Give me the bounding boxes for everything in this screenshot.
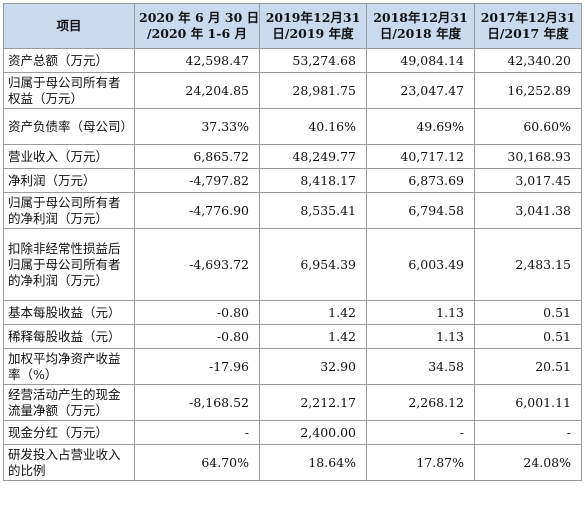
row-label: 加权平均净资产收益率（%） xyxy=(3,348,135,385)
cell-value: - xyxy=(134,420,260,445)
cell-value: 49,084.14 xyxy=(366,48,475,73)
cell-value: 2,400.00 xyxy=(259,420,367,445)
table-row: 加权平均净资产收益率（%） -17.96 32.90 34.58 20.51 xyxy=(3,348,582,385)
cell-value: 37.33% xyxy=(134,108,260,145)
row-label: 扣除非经常性损益后归属于母公司所有者的净利润（万元） xyxy=(3,228,135,301)
cell-value: 24.08% xyxy=(474,444,582,481)
cell-value: 17.87% xyxy=(366,444,475,481)
financial-data-table: 项目 2020 年 6 月 30 日 /2020 年 1-6 月 2019年12… xyxy=(3,3,582,481)
cell-value: 2,212.17 xyxy=(259,384,367,421)
cell-value: 3,041.38 xyxy=(474,192,582,229)
header-period-2020h1: 2020 年 6 月 30 日 /2020 年 1-6 月 xyxy=(134,3,260,49)
cell-value: -0.80 xyxy=(134,324,260,349)
header-line: 日/2019 年度 xyxy=(272,26,354,41)
cell-value: 8,418.17 xyxy=(259,168,367,193)
cell-value: 1.42 xyxy=(259,324,367,349)
cell-value: - xyxy=(366,420,475,445)
table-row: 基本每股收益（元） -0.80 1.42 1.13 0.51 xyxy=(3,300,582,325)
row-label: 稀释每股收益（元） xyxy=(3,324,135,349)
row-label: 经营活动产生的现金流量净额（万元） xyxy=(3,384,135,421)
row-label: 研发投入占营业收入的比例 xyxy=(3,444,135,481)
cell-value: 20.51 xyxy=(474,348,582,385)
cell-value: 40.16% xyxy=(259,108,367,145)
row-label: 归属于母公司所有者权益（万元） xyxy=(3,72,135,109)
header-row: 项目 2020 年 6 月 30 日 /2020 年 1-6 月 2019年12… xyxy=(3,3,582,49)
row-label: 现金分红（万元） xyxy=(3,420,135,445)
cell-value: 42,340.20 xyxy=(474,48,582,73)
cell-value: 2,483.15 xyxy=(474,228,582,301)
cell-value: 3,017.45 xyxy=(474,168,582,193)
cell-value: -17.96 xyxy=(134,348,260,385)
table-row: 现金分红（万元） - 2,400.00 - - xyxy=(3,420,582,445)
row-label: 净利润（万元） xyxy=(3,168,135,193)
header-line: 2019年12月31 xyxy=(265,10,361,25)
cell-value: 6,001.11 xyxy=(474,384,582,421)
cell-value: 28,981.75 xyxy=(259,72,367,109)
cell-value: 23,047.47 xyxy=(366,72,475,109)
cell-value: 48,249.77 xyxy=(259,144,367,169)
table-row: 营业收入（万元） 6,865.72 48,249.77 40,717.12 30… xyxy=(3,144,582,169)
cell-value: 1.13 xyxy=(366,300,475,325)
cell-value: 18.64% xyxy=(259,444,367,481)
table-row: 资产负债率（母公司） 37.33% 40.16% 49.69% 60.60% xyxy=(3,108,582,145)
cell-value: 0.51 xyxy=(474,300,582,325)
cell-value: 24,204.85 xyxy=(134,72,260,109)
cell-value: 6,873.69 xyxy=(366,168,475,193)
table-row: 扣除非经常性损益后归属于母公司所有者的净利润（万元） -4,693.72 6,9… xyxy=(3,228,582,301)
header-line: /2020 年 1-6 月 xyxy=(147,26,247,41)
table-row: 净利润（万元） -4,797.82 8,418.17 6,873.69 3,01… xyxy=(3,168,582,193)
cell-value: 32.90 xyxy=(259,348,367,385)
table-row: 经营活动产生的现金流量净额（万元） -8,168.52 2,212.17 2,2… xyxy=(3,384,582,421)
table-row: 资产总额（万元） 42,598.47 53,274.68 49,084.14 4… xyxy=(3,48,582,73)
header-line: 2018年12月31 xyxy=(373,10,468,25)
cell-value: -4,797.82 xyxy=(134,168,260,193)
cell-value: -4,776.90 xyxy=(134,192,260,229)
cell-value: 1.13 xyxy=(366,324,475,349)
cell-value: 2,268.12 xyxy=(366,384,475,421)
cell-value: 34.58 xyxy=(366,348,475,385)
cell-value: 16,252.89 xyxy=(474,72,582,109)
cell-value: 40,717.12 xyxy=(366,144,475,169)
cell-value: 60.60% xyxy=(474,108,582,145)
cell-value: 53,274.68 xyxy=(259,48,367,73)
cell-value: -8,168.52 xyxy=(134,384,260,421)
cell-value: 42,598.47 xyxy=(134,48,260,73)
cell-value: -4,693.72 xyxy=(134,228,260,301)
cell-value: 6,954.39 xyxy=(259,228,367,301)
cell-value: -0.80 xyxy=(134,300,260,325)
cell-value: 64.70% xyxy=(134,444,260,481)
cell-value: 6,865.72 xyxy=(134,144,260,169)
cell-value: 0.51 xyxy=(474,324,582,349)
header-line: 日/2018 年度 xyxy=(379,26,462,41)
cell-value: 1.42 xyxy=(259,300,367,325)
table-row: 研发投入占营业收入的比例 64.70% 18.64% 17.87% 24.08% xyxy=(3,444,582,481)
cell-value: 30,168.93 xyxy=(474,144,582,169)
cell-value: 6,003.49 xyxy=(366,228,475,301)
cell-value: 6,794.58 xyxy=(366,192,475,229)
header-line: 日/2017 年度 xyxy=(487,26,569,41)
header-line: 2020 年 6 月 30 日 xyxy=(139,10,260,25)
table-row: 稀释每股收益（元） -0.80 1.42 1.13 0.51 xyxy=(3,324,582,349)
row-label: 资产总额（万元） xyxy=(3,48,135,73)
header-period-2017: 2017年12月31 日/2017 年度 xyxy=(474,3,582,49)
header-item: 项目 xyxy=(3,3,135,49)
header-period-2018: 2018年12月31 日/2018 年度 xyxy=(366,3,475,49)
header-line: 2017年12月31 xyxy=(480,10,576,25)
row-label: 资产负债率（母公司） xyxy=(3,108,135,145)
header-period-2019: 2019年12月31 日/2019 年度 xyxy=(259,3,367,49)
cell-value: 49.69% xyxy=(366,108,475,145)
row-label: 基本每股收益（元） xyxy=(3,300,135,325)
table-row: 归属于母公司所有者权益（万元） 24,204.85 28,981.75 23,0… xyxy=(3,72,582,109)
row-label: 归属于母公司所有者的净利润（万元） xyxy=(3,192,135,229)
row-label: 营业收入（万元） xyxy=(3,144,135,169)
cell-value: 8,535.41 xyxy=(259,192,367,229)
cell-value: - xyxy=(474,420,582,445)
table-row: 归属于母公司所有者的净利润（万元） -4,776.90 8,535.41 6,7… xyxy=(3,192,582,229)
